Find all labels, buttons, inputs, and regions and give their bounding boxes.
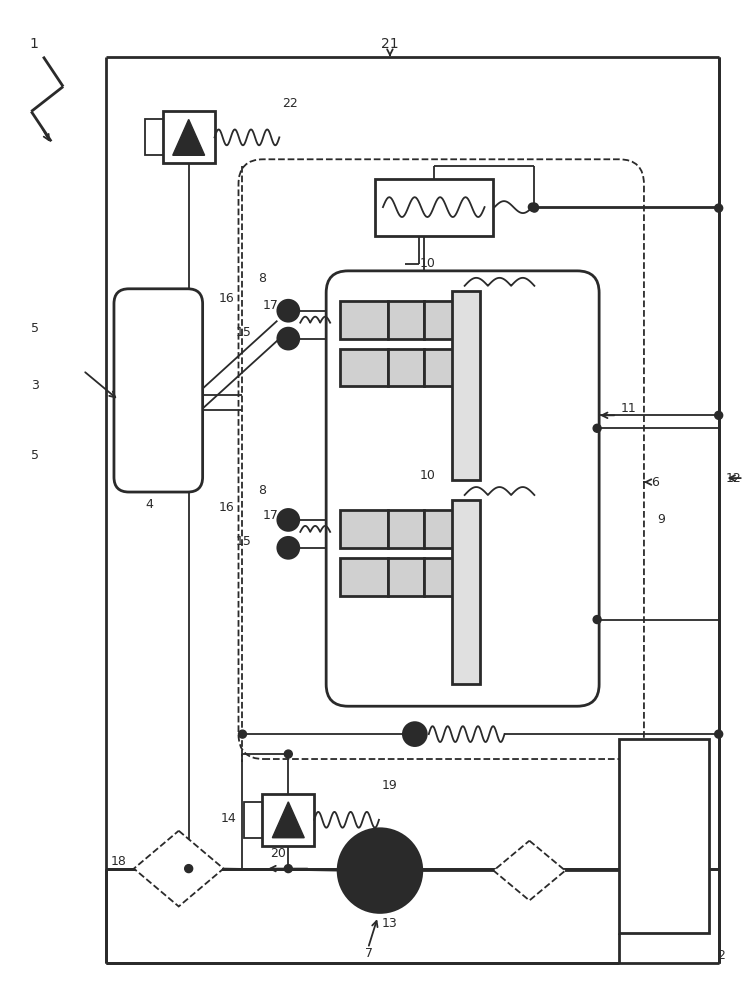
Circle shape bbox=[338, 829, 422, 912]
Circle shape bbox=[528, 203, 536, 211]
Circle shape bbox=[403, 722, 427, 746]
Text: 10: 10 bbox=[419, 469, 436, 482]
Text: 16: 16 bbox=[218, 501, 235, 514]
Polygon shape bbox=[173, 119, 205, 155]
Polygon shape bbox=[273, 802, 304, 838]
Text: 15: 15 bbox=[235, 326, 251, 339]
Circle shape bbox=[593, 424, 601, 432]
Bar bbox=[451, 500, 480, 684]
Text: 17: 17 bbox=[262, 299, 279, 312]
Polygon shape bbox=[493, 841, 565, 900]
FancyBboxPatch shape bbox=[326, 271, 599, 706]
Text: 12: 12 bbox=[726, 472, 741, 485]
Text: 4: 4 bbox=[145, 498, 153, 511]
Text: 13: 13 bbox=[382, 917, 398, 930]
Text: 11: 11 bbox=[621, 402, 637, 415]
Bar bbox=[162, 111, 215, 163]
Circle shape bbox=[714, 411, 723, 419]
Circle shape bbox=[277, 537, 299, 559]
Text: 19: 19 bbox=[382, 779, 398, 792]
Bar bbox=[451, 291, 480, 480]
Circle shape bbox=[277, 509, 299, 531]
Bar bbox=[619, 739, 708, 933]
Bar bbox=[340, 301, 388, 339]
Text: 22: 22 bbox=[282, 97, 298, 110]
Bar bbox=[424, 349, 460, 386]
Circle shape bbox=[285, 750, 292, 758]
Bar bbox=[388, 301, 424, 339]
Bar bbox=[145, 119, 162, 155]
Circle shape bbox=[593, 616, 601, 624]
Bar bbox=[262, 794, 314, 846]
Text: 5: 5 bbox=[31, 322, 39, 335]
Bar bbox=[424, 558, 460, 596]
Bar bbox=[424, 510, 460, 548]
Circle shape bbox=[185, 865, 193, 873]
Polygon shape bbox=[134, 831, 224, 906]
Text: 1: 1 bbox=[29, 37, 38, 51]
Circle shape bbox=[530, 203, 539, 211]
Bar bbox=[388, 349, 424, 386]
Text: 7: 7 bbox=[365, 947, 373, 960]
Polygon shape bbox=[360, 849, 408, 893]
Text: 15: 15 bbox=[235, 535, 251, 548]
Text: 3: 3 bbox=[31, 379, 39, 392]
Text: 16: 16 bbox=[218, 292, 235, 305]
Bar bbox=[375, 179, 492, 236]
Text: 10: 10 bbox=[419, 257, 436, 270]
Bar bbox=[340, 510, 388, 548]
Circle shape bbox=[285, 865, 292, 873]
Text: 2: 2 bbox=[717, 949, 725, 962]
Text: 20: 20 bbox=[270, 847, 286, 860]
Circle shape bbox=[714, 204, 723, 212]
Bar bbox=[244, 802, 262, 838]
Circle shape bbox=[530, 204, 539, 212]
Bar bbox=[340, 558, 388, 596]
Text: 8: 8 bbox=[259, 272, 267, 285]
Bar bbox=[388, 510, 424, 548]
Text: 21: 21 bbox=[381, 37, 399, 51]
Text: 14: 14 bbox=[221, 812, 236, 825]
Circle shape bbox=[277, 328, 299, 350]
Bar bbox=[424, 301, 460, 339]
Bar bbox=[340, 349, 388, 386]
Text: 17: 17 bbox=[262, 509, 279, 522]
Text: 8: 8 bbox=[259, 484, 267, 497]
Text: 9: 9 bbox=[657, 513, 665, 526]
Text: 18: 18 bbox=[111, 855, 127, 868]
Circle shape bbox=[238, 730, 247, 738]
Text: 6: 6 bbox=[651, 476, 659, 489]
Circle shape bbox=[714, 730, 723, 738]
FancyBboxPatch shape bbox=[114, 289, 203, 492]
Circle shape bbox=[277, 300, 299, 322]
Bar bbox=[388, 558, 424, 596]
Text: 5: 5 bbox=[31, 449, 39, 462]
